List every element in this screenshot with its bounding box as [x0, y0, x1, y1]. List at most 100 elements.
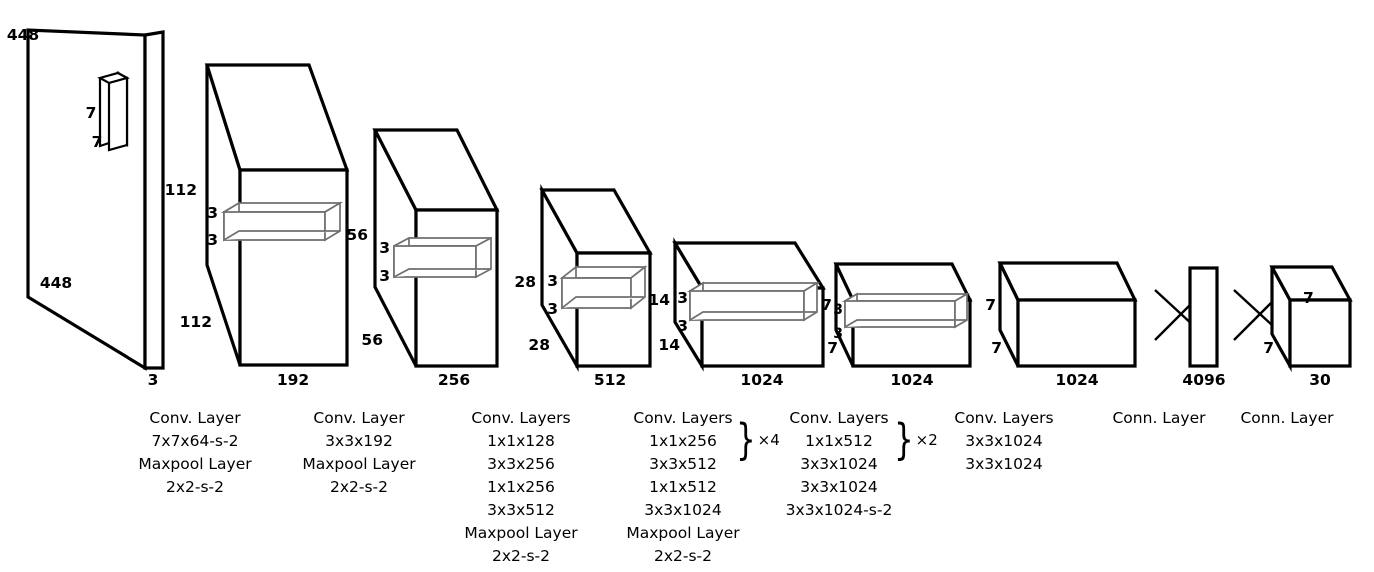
- conv1-kernel-bottom-edge: [223, 230, 340, 241]
- conv4-top-face: [672, 241, 826, 290]
- conv6-front-face: [1016, 298, 1137, 368]
- output-volume: 7 7 30: [1263, 265, 1353, 389]
- input-height-label: 448: [7, 26, 39, 44]
- caption-line: 1x1x128: [487, 431, 555, 450]
- conv4-kernel-w-label: 3: [677, 317, 688, 335]
- caption-conv4: Conv. Layers 1x1x256 3x3x512 1x1x512 3x3…: [614, 407, 752, 568]
- conv5-volume: 7 7 1024 3 3: [821, 262, 973, 389]
- input-kernel-h-label: 7: [86, 104, 97, 122]
- conv3-kernel-h-label: 3: [547, 272, 558, 290]
- conv1-kernel-w-label: 3: [207, 231, 218, 249]
- conv1-kernel-3x3: [220, 201, 344, 242]
- conv1-kernel-top-face: [220, 202, 344, 213]
- conv3-volume: 28 28 512 3 3: [514, 183, 653, 389]
- caption-line: 1x1x256: [649, 431, 717, 450]
- caption-line: Conv. Layers: [789, 409, 889, 427]
- input-depth-label: 3: [148, 371, 159, 389]
- caption-line: 3x3x1024: [965, 454, 1043, 473]
- conv4-kernel-3x3: [686, 281, 821, 322]
- conv1-width-label: 112: [180, 313, 212, 331]
- conv6-height-label: 7: [985, 296, 996, 314]
- caption-line: 1x1x256: [487, 477, 555, 496]
- output-width-label: 7: [1263, 339, 1274, 357]
- caption-conv6: Conv. Layers 3x3x1024 3x3x1024: [935, 407, 1073, 476]
- caption-line: 3x3x1024: [800, 454, 878, 473]
- caption-conv5: Conv. Layers 1x1x512 3x3x1024 3x3x1024 3…: [770, 407, 908, 522]
- caption-conv3: Conv. Layers 1x1x128 3x3x256 1x1x256 3x3…: [452, 407, 590, 568]
- conv3-height-label: 28: [514, 273, 536, 291]
- input-kernel-w-label: 7: [92, 133, 103, 151]
- fc1-volume: 4096: [1182, 266, 1226, 389]
- caption-line: 3x3x1024: [965, 431, 1043, 450]
- caption-line: Conv. Layers: [633, 409, 733, 427]
- left-mask: [0, 0, 26, 572]
- caption-line: 3x3x1024-s-2: [785, 500, 893, 519]
- conv3-kernel-bottom-edge: [561, 296, 645, 309]
- conv6-top-face: [997, 261, 1138, 302]
- caption-line: Maxpool Layer: [302, 454, 416, 473]
- caption-line: Maxpool Layer: [464, 523, 578, 542]
- conv4-volume: 14 14 1024 3 3: [648, 237, 826, 389]
- curly-brace-icon: }: [894, 415, 914, 465]
- conv3-kernel-3x3: [559, 265, 648, 310]
- conv5-depth-label: 1024: [890, 371, 933, 389]
- conv3-kernel-w-label: 3: [547, 300, 558, 318]
- conv1-front-face: [238, 168, 349, 367]
- conv1-height-label: 112: [165, 181, 197, 199]
- input-kernel-7x7: [97, 71, 130, 152]
- fc1-depth-label: 4096: [1182, 371, 1225, 389]
- caption-conv1: Conv. Layer 7x7x64-s-2 Maxpool Layer 2x2…: [126, 407, 264, 499]
- input-front-face: [143, 30, 165, 370]
- caption-line: 2x2-s-2: [329, 477, 389, 496]
- conv5-kernel-bottom-edge: [844, 319, 967, 328]
- conv6-volume: 7 7 1024: [985, 261, 1138, 389]
- conv5-kernel-top-face: [841, 293, 971, 302]
- conv4-height-label: 14: [648, 291, 670, 309]
- conv2-volume: 56 56 256 3 3: [346, 128, 500, 389]
- conv3-depth-label: 512: [594, 371, 626, 389]
- caption-line: 3x3x256: [487, 454, 555, 473]
- caption-line: Conn. Layer: [1112, 409, 1206, 427]
- conv2-kernel-right-face: [475, 236, 492, 279]
- caption-line: 3x3x192: [325, 431, 393, 450]
- output-depth-label: 30: [1309, 371, 1331, 389]
- caption-fc2: Conn. Layer: [1218, 407, 1356, 430]
- curly-brace-icon: }: [736, 415, 756, 465]
- conv1-kernel-h-label: 3: [207, 204, 218, 222]
- conv2-kernel-w-label: 3: [379, 267, 390, 285]
- caption-conv5-brace-group: } ×2: [893, 419, 938, 462]
- conv5-kernel-h-label: 3: [833, 302, 843, 318]
- conv4-width-label: 14: [658, 336, 680, 354]
- conv2-width-label: 56: [361, 331, 383, 349]
- conv5-width-label: 7: [827, 339, 838, 357]
- conv1-volume: 112 112 192 3 3: [165, 63, 350, 389]
- caption-line: Conn. Layer: [1240, 409, 1334, 427]
- caption-line: Conv. Layer: [313, 409, 405, 427]
- input-image-volume: 448 448 3 7 7: [0, 0, 165, 572]
- caption-line: 2x2-s-2: [165, 477, 225, 496]
- caption-line: 7x7x64-s-2: [151, 431, 239, 450]
- output-front-face: [1288, 298, 1352, 368]
- conv2-kernel-3x3: [393, 236, 492, 279]
- caption-conv4-brace-group: } ×4: [735, 419, 780, 462]
- conv2-kernel-bottom-edge: [393, 268, 491, 278]
- caption-line: Maxpool Layer: [626, 523, 740, 542]
- conv6-depth-label: 1024: [1055, 371, 1098, 389]
- conv4-depth-label: 1024: [740, 371, 783, 389]
- conv5-kernel-3x3: [841, 292, 971, 329]
- caption-line: 2x2-s-2: [653, 546, 713, 565]
- caption-line: 1x1x512: [649, 477, 717, 496]
- conv4-kernel-bottom-edge: [689, 311, 817, 321]
- caption-line: 1x1x512: [805, 431, 873, 450]
- conv5-kernel-w-label: 3: [833, 326, 843, 342]
- caption-line: 3x3x1024: [800, 477, 878, 496]
- caption-line: 3x3x512: [487, 500, 555, 519]
- fc1-slab: [1188, 266, 1219, 368]
- caption-conv2: Conv. Layer 3x3x192 Maxpool Layer 2x2-s-…: [290, 407, 428, 499]
- conv2-kernel-h-label: 3: [379, 239, 390, 257]
- caption-line: 3x3x1024: [644, 500, 722, 519]
- caption-line: Conv. Layers: [471, 409, 571, 427]
- conv1-depth-label: 192: [277, 371, 309, 389]
- conv6-width-label: 7: [991, 339, 1002, 357]
